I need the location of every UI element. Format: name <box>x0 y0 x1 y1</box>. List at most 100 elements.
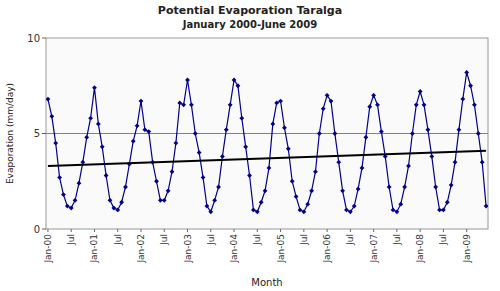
data-point <box>363 135 368 140</box>
x-tick-label: Jul <box>66 234 76 246</box>
data-point <box>131 139 136 144</box>
data-point <box>173 141 178 146</box>
data-point <box>429 154 434 159</box>
x-tick <box>47 229 48 232</box>
data-point <box>251 208 256 213</box>
data-point <box>100 144 105 149</box>
data-point <box>119 200 124 205</box>
data-point <box>270 122 275 127</box>
x-tick-label: Jul <box>345 234 355 246</box>
data-point <box>484 204 488 209</box>
data-point <box>375 102 380 107</box>
data-point <box>267 165 272 170</box>
data-point <box>406 164 411 169</box>
data-point <box>69 206 74 211</box>
data-point <box>88 116 93 121</box>
data-point <box>208 209 213 214</box>
data-point <box>57 175 62 180</box>
x-tick-label: Jan-03 <box>183 234 193 264</box>
data-point <box>46 97 50 102</box>
trend-line <box>48 151 486 166</box>
data-point <box>290 179 295 184</box>
data-point <box>278 99 283 104</box>
x-tick-label: Jan-05 <box>276 234 286 264</box>
data-point <box>181 102 186 107</box>
x-tick-label: Jul <box>206 234 216 246</box>
data-point <box>108 198 113 203</box>
x-tick-label: Jul <box>113 234 123 246</box>
data-point <box>352 204 357 209</box>
data-point <box>367 104 372 109</box>
data-point <box>263 188 268 193</box>
data-point <box>123 185 128 190</box>
data-point <box>146 129 151 134</box>
x-tick-label: Jan-02 <box>136 234 146 264</box>
data-point <box>321 106 326 111</box>
y-tick <box>42 38 46 39</box>
y-tick <box>42 229 46 230</box>
data-point <box>201 175 206 180</box>
data-point <box>142 127 147 132</box>
data-point <box>445 200 450 205</box>
data-point <box>476 131 481 136</box>
x-tick <box>257 229 258 232</box>
data-point <box>228 102 233 107</box>
data-point <box>239 116 244 121</box>
y-tick-label: 0 <box>34 224 40 235</box>
x-tick-label: Jan-06 <box>322 234 332 264</box>
data-point <box>298 208 303 213</box>
plot-area <box>46 38 488 229</box>
data-point <box>309 188 314 193</box>
x-tick-label: Jan-04 <box>229 234 239 264</box>
data-point <box>185 78 190 83</box>
data-point <box>317 131 322 136</box>
reference-line <box>46 133 488 134</box>
data-point <box>247 173 252 178</box>
x-tick-label: Jul <box>252 234 262 246</box>
data-point <box>394 209 399 214</box>
data-point <box>84 135 89 140</box>
x-tick-label: Jul <box>299 234 309 246</box>
y-tick-label: 5 <box>34 128 40 139</box>
data-point <box>402 185 407 190</box>
data-point <box>193 131 198 136</box>
data-point <box>418 89 423 94</box>
data-point <box>65 204 70 209</box>
data-point <box>170 169 175 174</box>
data-point <box>177 101 182 106</box>
data-point <box>73 198 78 203</box>
data-point <box>216 185 221 190</box>
title: Potential Evaporation Taralga <box>158 4 342 17</box>
data-point <box>371 93 376 98</box>
x-tick <box>280 229 281 232</box>
data-point <box>340 188 345 193</box>
x-tick-label: Jan-01 <box>89 234 99 264</box>
x-tick <box>71 229 72 232</box>
data-point <box>379 129 384 134</box>
data-point <box>453 160 458 165</box>
data-point <box>212 198 217 203</box>
x-tick <box>373 229 374 232</box>
data-point <box>282 125 287 130</box>
data-point <box>472 102 477 107</box>
y-axis-label: Evaporation (mm/day) <box>5 83 15 184</box>
data-point <box>154 179 159 184</box>
data-point <box>332 131 337 136</box>
data-point <box>422 102 427 107</box>
data-point <box>61 192 66 197</box>
y-tick <box>42 133 46 134</box>
data-point <box>104 173 109 178</box>
data-point <box>189 102 194 107</box>
data-point <box>166 188 171 193</box>
data-point <box>243 144 248 149</box>
x-tick-label: Jan-09 <box>462 234 472 264</box>
data-point <box>111 206 116 211</box>
x-tick-label: Jan-08 <box>415 234 425 264</box>
data-point <box>441 208 446 213</box>
data-point <box>220 154 225 159</box>
data-point <box>356 186 361 191</box>
x-tick <box>350 229 351 232</box>
data-point <box>96 122 101 127</box>
data-point <box>224 127 229 132</box>
x-tick <box>94 229 95 232</box>
